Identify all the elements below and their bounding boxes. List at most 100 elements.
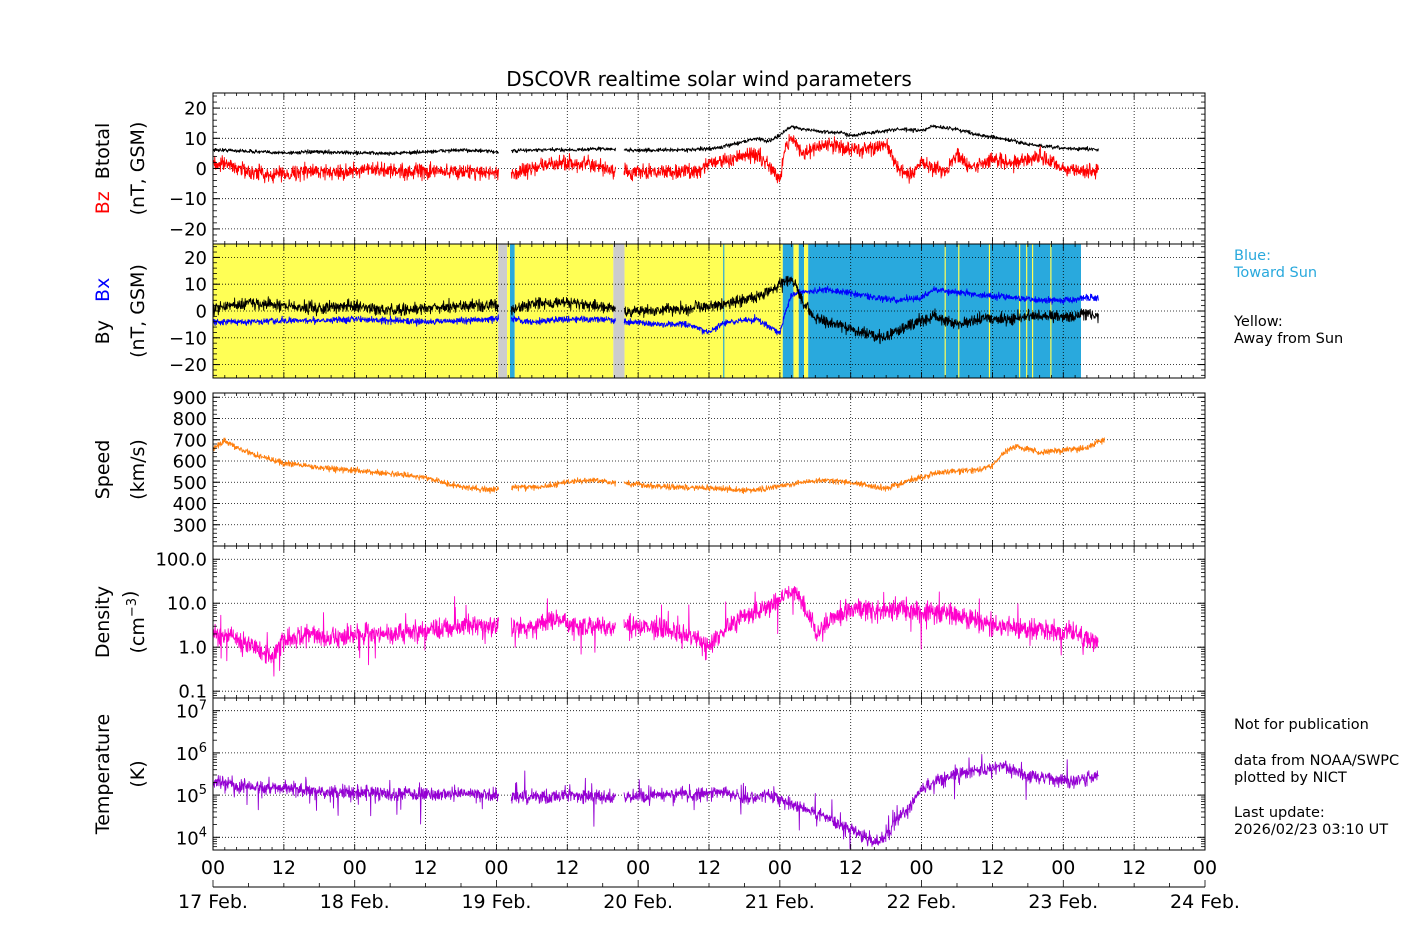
series-line-density bbox=[212, 596, 500, 677]
series-line-speed bbox=[623, 437, 1105, 495]
plotted-by-note: plotted by NICT bbox=[1234, 770, 1347, 786]
y-axis-label: (cm−3) bbox=[119, 591, 149, 654]
y-tick-label: 107 bbox=[176, 699, 207, 723]
y-axis-label: Speed bbox=[92, 440, 114, 500]
x-tick-label: 00 bbox=[1051, 857, 1075, 879]
panel-temperature: 107 106 105 104 Temperature (K) bbox=[92, 697, 1206, 851]
panel-density: 100.0 10.0 1.0 0.1 Density (cm−3) bbox=[92, 545, 1206, 703]
x-tick-label: 12 bbox=[839, 857, 863, 879]
chart-title: DSCOVR realtime solar wind parameters bbox=[506, 67, 912, 91]
series-line-bx bbox=[623, 285, 1099, 336]
panel-mag: 20 10 0 −10 −20 Bz Btotal (nT, GSM) bbox=[92, 92, 1206, 245]
series-line-bx bbox=[212, 314, 500, 327]
date-label: 20 Feb. bbox=[603, 891, 673, 913]
series-line-btotal bbox=[623, 124, 1099, 153]
x-tick-label: 12 bbox=[413, 857, 437, 879]
y-tick-label: 10 bbox=[184, 275, 207, 296]
y-axis-label: (km/s) bbox=[127, 439, 149, 500]
series-line-btotal bbox=[212, 147, 500, 157]
date-label: 21 Feb. bbox=[745, 891, 815, 913]
y-tick-label: 10 bbox=[184, 129, 207, 150]
panel-bxby: 20 10 0 −10 −20 By Bx (nT, GSM) bbox=[92, 243, 1206, 379]
blue-legend-desc: Toward Sun bbox=[1234, 265, 1318, 281]
date-label: 18 Feb. bbox=[320, 891, 390, 913]
x-tick-label: 12 bbox=[272, 857, 296, 879]
series-line-by bbox=[510, 296, 616, 316]
date-label: 17 Feb. bbox=[178, 891, 248, 913]
series-line-bz bbox=[623, 134, 1099, 184]
series-line-btotal bbox=[510, 146, 616, 154]
date-label: 23 Feb. bbox=[1028, 891, 1098, 913]
y-tick-label: 10.0 bbox=[167, 594, 207, 615]
publication-note: Not for publication bbox=[1234, 717, 1369, 733]
y-tick-label: 0 bbox=[196, 302, 207, 323]
sector-band bbox=[507, 244, 511, 378]
x-tick-label: 00 bbox=[201, 857, 225, 879]
x-tick-label: 00 bbox=[484, 857, 508, 879]
date-label: 19 Feb. bbox=[461, 891, 531, 913]
y-tick-label: −10 bbox=[169, 328, 207, 349]
data-source-note: data from NOAA/SWPC bbox=[1234, 753, 1400, 769]
y-tick-label: 500 bbox=[173, 473, 207, 494]
y-tick-label: −10 bbox=[169, 189, 207, 210]
blue-legend-title: Blue: bbox=[1234, 248, 1271, 264]
y-axis-label: Bz Btotal bbox=[92, 123, 114, 215]
date-label: 22 Feb. bbox=[887, 891, 957, 913]
y-axis-label: By Bx bbox=[92, 278, 114, 345]
y-tick-label: 600 bbox=[173, 452, 207, 473]
y-tick-label: 20 bbox=[184, 248, 207, 269]
series-line-speed bbox=[511, 477, 616, 492]
y-tick-label: 100.0 bbox=[155, 550, 207, 571]
y-tick-label: −20 bbox=[169, 355, 207, 376]
x-tick-label: 00 bbox=[1193, 857, 1217, 879]
y-tick-label: 106 bbox=[176, 741, 207, 765]
series-line-temperature bbox=[623, 753, 1099, 850]
panel-frame bbox=[212, 392, 1206, 547]
series-line-temperature bbox=[510, 770, 616, 827]
sector-band bbox=[498, 244, 508, 378]
y-tick-label: 104 bbox=[176, 825, 207, 849]
sector-band bbox=[782, 244, 794, 378]
last-update-time: 2026/02/23 03:10 UT bbox=[1234, 822, 1389, 838]
series-line-density bbox=[623, 585, 1099, 661]
series-line-bz bbox=[212, 155, 500, 184]
y-tick-label: 105 bbox=[176, 783, 207, 807]
sector-band bbox=[793, 244, 799, 378]
y-axis-label: (nT, GSM) bbox=[127, 122, 149, 216]
y-tick-label: 300 bbox=[173, 515, 207, 536]
y-axis-label: (nT, GSM) bbox=[127, 264, 149, 358]
y-tick-label: 900 bbox=[173, 388, 207, 409]
x-tick-label: 00 bbox=[768, 857, 792, 879]
y-tick-label: 800 bbox=[173, 409, 207, 430]
yellow-legend-title: Yellow: bbox=[1234, 314, 1283, 330]
series-line-speed bbox=[212, 437, 500, 494]
x-tick-label: 00 bbox=[626, 857, 650, 879]
y-tick-label: 20 bbox=[184, 99, 207, 120]
y-axis-label: Temperature bbox=[92, 714, 114, 835]
y-axis-label: (K) bbox=[127, 760, 149, 787]
y-tick-label: 400 bbox=[173, 494, 207, 515]
y-tick-label: 0.1 bbox=[178, 682, 207, 703]
x-tick-label: 12 bbox=[1122, 857, 1146, 879]
last-update-label: Last update: bbox=[1234, 805, 1325, 821]
x-tick-label: 00 bbox=[909, 857, 933, 879]
x-tick-label: 12 bbox=[697, 857, 721, 879]
x-tick-label: 00 bbox=[343, 857, 367, 879]
series-line-density bbox=[510, 598, 616, 655]
y-tick-label: 0 bbox=[196, 159, 207, 180]
sector-band bbox=[804, 244, 809, 378]
y-tick-label: 1.0 bbox=[178, 638, 207, 659]
series-line-by bbox=[212, 296, 500, 317]
series-line-by bbox=[623, 275, 1099, 345]
y-axis-label: Density bbox=[92, 586, 114, 658]
yellow-legend-desc: Away from Sun bbox=[1234, 331, 1344, 347]
y-tick-label: 700 bbox=[173, 430, 207, 451]
date-label: 24 Feb. bbox=[1170, 891, 1240, 913]
x-tick-label: 12 bbox=[555, 857, 579, 879]
series-line-bx bbox=[510, 315, 616, 326]
series-line-temperature bbox=[212, 775, 500, 825]
series-line-bz bbox=[510, 152, 616, 180]
x-tick-label: 12 bbox=[980, 857, 1004, 879]
